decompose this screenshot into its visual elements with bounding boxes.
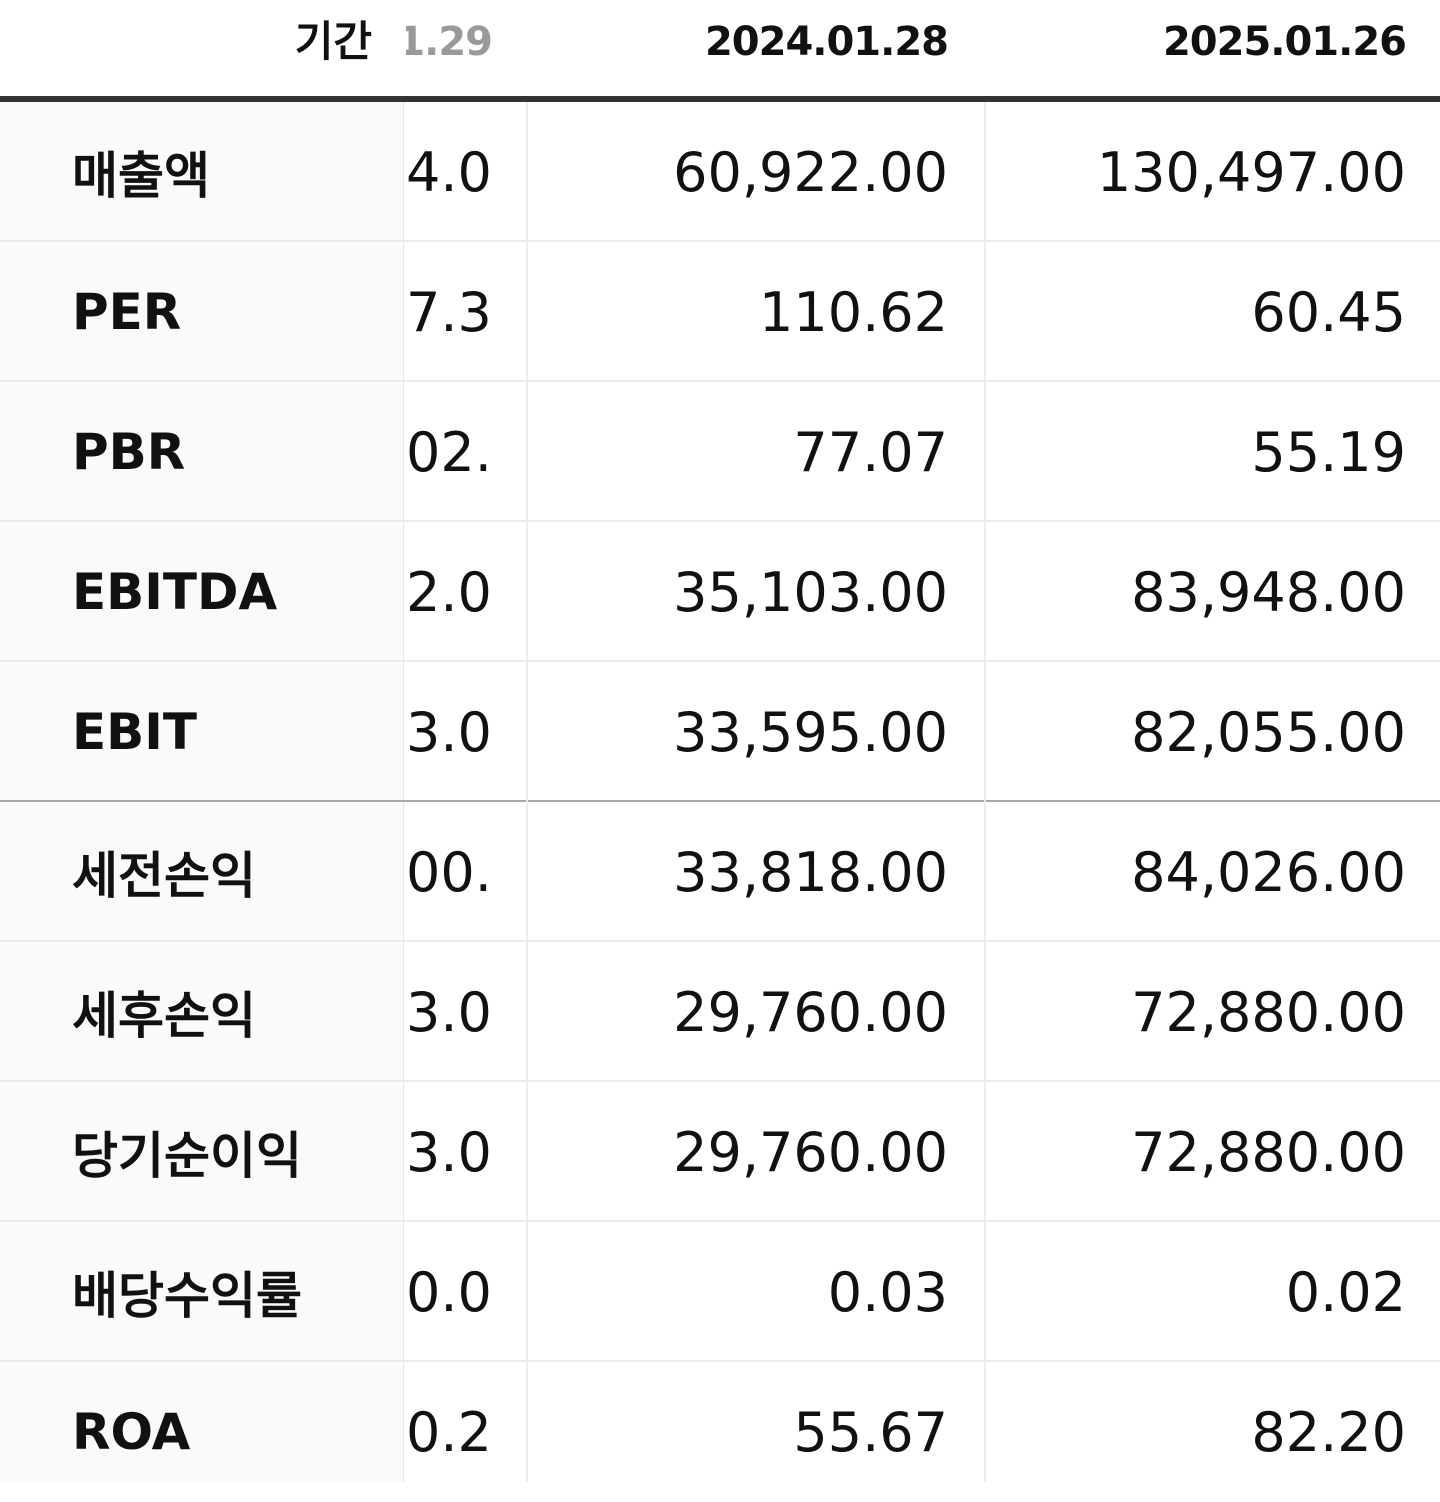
value-cell-2024: 110.62: [759, 280, 948, 344]
row-label-cell: 배당수익률: [0, 1222, 404, 1362]
value-cell-2025: 82,055.00: [1131, 700, 1406, 764]
column-divider: [984, 102, 986, 1482]
value-cell-partial: 4.00: [406, 140, 490, 204]
row-divider: [0, 520, 1440, 522]
table-header: 기간 1.29 2024.01.28 2025.01.26: [0, 0, 1440, 96]
column-header-partial[interactable]: 1.29: [406, 19, 492, 65]
value-cell-2025: 60.45: [1251, 280, 1406, 344]
row-divider: [0, 940, 1440, 942]
row-label-cell: EBIT: [0, 662, 404, 802]
table-row: 매출액 4.00 60,922.00 130,497.00: [0, 102, 1440, 242]
row-label: 세후손익: [72, 987, 256, 1045]
header-divider: [0, 96, 1440, 102]
row-label: EBIT: [72, 703, 197, 761]
value-cell-2024: 29,760.00: [673, 980, 948, 1044]
row-label: 세전손익: [72, 847, 256, 905]
row-divider: [0, 1220, 1440, 1222]
value-cell-partial: .02: [406, 420, 490, 484]
table-row: PER 7.39 110.62 60.45: [0, 242, 1440, 382]
row-label-cell: 세후손익: [0, 942, 404, 1082]
table-row: ROA 0.23 55.67 82.20: [0, 1362, 1440, 1482]
table-row: EBITDA 2.00 35,103.00 83,948.00: [0, 522, 1440, 662]
section-divider: [0, 800, 1440, 802]
value-cell-2024: 33,595.00: [673, 700, 948, 764]
table-row: 배당수익률 0.02 0.03 0.02: [0, 1222, 1440, 1362]
row-divider: [0, 380, 1440, 382]
row-label-cell: 매출액: [0, 102, 404, 242]
row-label: ROA: [72, 1403, 191, 1461]
row-label: 배당수익률: [72, 1267, 302, 1325]
row-label-cell: PER: [0, 242, 404, 382]
value-cell-2025: 130,497.00: [1096, 140, 1406, 204]
column-header-2025[interactable]: 2025.01.26: [1162, 19, 1407, 65]
value-cell-2024: 60,922.00: [673, 140, 948, 204]
value-cell-2024: 0.03: [827, 1260, 948, 1324]
row-divider: [0, 1080, 1440, 1082]
value-cell-2024: 29,760.00: [673, 1120, 948, 1184]
value-cell-2025: 84,026.00: [1131, 840, 1406, 904]
value-cell-partial: 0.02: [406, 1260, 490, 1324]
table-row: 세전손익 .00 33,818.00 84,026.00: [0, 802, 1440, 942]
row-label: PER: [72, 283, 182, 341]
row-label-cell: EBITDA: [0, 522, 404, 662]
value-cell-2025: 0.02: [1285, 1260, 1406, 1324]
period-header-label: 기간: [294, 17, 372, 66]
column-header-2024[interactable]: 2024.01.28: [704, 19, 949, 65]
row-label-cell: 세전손익: [0, 802, 404, 942]
value-cell-partial: 7.39: [406, 280, 490, 344]
value-cell-partial: 2.00: [406, 560, 490, 624]
value-cell-partial: 3.00: [406, 700, 490, 764]
value-cell-partial: .00: [406, 840, 490, 904]
row-label: 매출액: [72, 147, 210, 205]
value-cell-partial: 3.00: [406, 1120, 490, 1184]
value-cell-partial: 0.23: [406, 1400, 490, 1464]
financial-table-body[interactable]: 매출액 4.00 60,922.00 130,497.00 PER 7.39 1…: [0, 102, 1440, 1482]
value-cell-2025: 55.19: [1251, 420, 1406, 484]
row-divider: [0, 660, 1440, 662]
value-cell-2024: 35,103.00: [673, 560, 948, 624]
value-cell-2024: 55.67: [793, 1400, 948, 1464]
column-divider: [526, 102, 528, 1482]
row-label: EBITDA: [72, 563, 278, 621]
value-cell-2024: 33,818.00: [673, 840, 948, 904]
row-label: PBR: [72, 423, 186, 481]
table-row: PBR .02 77.07 55.19: [0, 382, 1440, 522]
value-cell-2025: 82.20: [1251, 1400, 1406, 1464]
value-cell-2024: 77.07: [793, 420, 948, 484]
value-cell-2025: 72,880.00: [1131, 1120, 1406, 1184]
table-row: EBIT 3.00 33,595.00 82,055.00: [0, 662, 1440, 802]
value-cell-2025: 83,948.00: [1131, 560, 1406, 624]
row-label: 당기순이익: [72, 1127, 302, 1185]
value-cell-partial: 3.00: [406, 980, 490, 1044]
table-row: 세후손익 3.00 29,760.00 72,880.00: [0, 942, 1440, 1082]
row-divider: [0, 240, 1440, 242]
row-label-cell: ROA: [0, 1362, 404, 1482]
table-row: 당기순이익 3.00 29,760.00 72,880.00: [0, 1082, 1440, 1222]
row-label-cell: 당기순이익: [0, 1082, 404, 1222]
row-label-cell: PBR: [0, 382, 404, 522]
row-divider: [0, 1360, 1440, 1362]
value-cell-2025: 72,880.00: [1131, 980, 1406, 1044]
